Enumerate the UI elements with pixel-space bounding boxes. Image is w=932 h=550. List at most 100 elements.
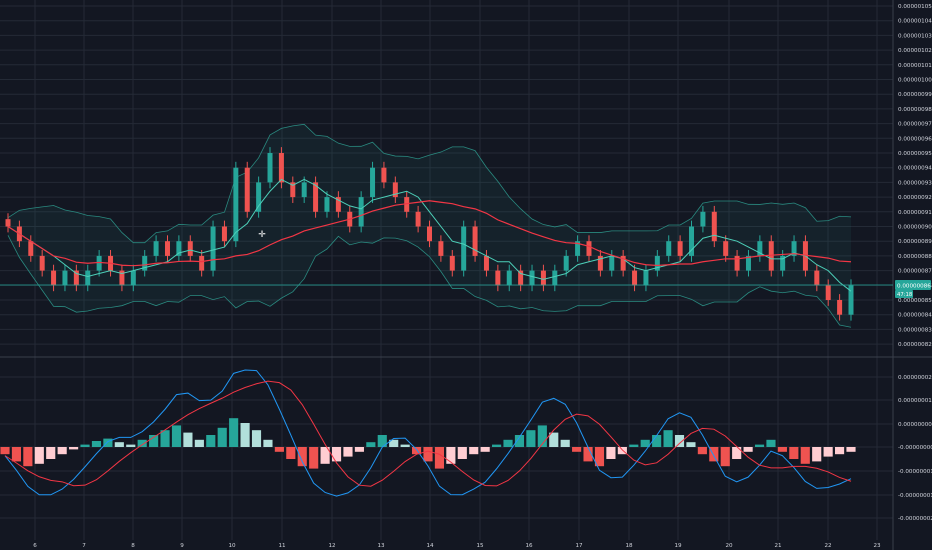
macd-histogram-bar (11, 447, 22, 462)
macd-histogram-bar (286, 447, 296, 459)
short-moving-average-line (7, 178, 852, 292)
candle-body (654, 255, 660, 271)
candle-body (256, 182, 262, 212)
macd-histogram-bar (320, 447, 330, 464)
macd-histogram-bar (126, 444, 136, 447)
candle-body (620, 255, 626, 271)
macd-histogram-bar (469, 447, 479, 455)
candle-body (609, 255, 615, 271)
time-tick-label: 7 (82, 543, 86, 549)
macd-histogram-bar (800, 447, 810, 464)
macd-histogram-bar (34, 447, 44, 464)
candle-body (483, 255, 489, 271)
candle-body (563, 255, 569, 271)
countdown-badge (895, 290, 913, 298)
candle-body (529, 270, 535, 286)
macd-histogram-bar (560, 439, 570, 447)
macd-histogram-bar (46, 447, 56, 459)
macd-histogram-bar (492, 444, 502, 447)
time-scale[interactable]: 6 7 8 9 10 11 12 13 14 15 16 17 18 19 20 21 22 23 (33, 543, 881, 549)
candle-body (176, 241, 182, 256)
candle-body (723, 241, 729, 256)
candle-body (404, 197, 410, 212)
macd-histogram-bar (263, 439, 273, 447)
macd-histogram-bar (663, 430, 673, 447)
candle-body (848, 285, 854, 315)
macd-histogram-bar (389, 439, 399, 447)
macd-histogram-bar (160, 430, 170, 447)
candle-body (278, 153, 284, 183)
time-tick-label: 20 (725, 543, 733, 549)
time-tick-label: 14 (426, 543, 434, 549)
macd-histogram-bar (183, 432, 193, 447)
macd-histogram-bar (674, 435, 685, 447)
macd-histogram-bar (377, 435, 387, 447)
time-tick-label: 16 (525, 543, 533, 549)
macd-histogram-bar (732, 447, 742, 459)
candle-body (210, 226, 216, 271)
macd-histogram-bar (343, 447, 353, 457)
macd-histogram-bar (423, 447, 433, 462)
candle-body (677, 241, 683, 256)
macd-histogram-bar (823, 447, 833, 457)
macd-histogram (0, 418, 856, 469)
price-tick-label: 0.00000093 (898, 180, 932, 186)
macd-histogram-bar (503, 439, 513, 447)
time-tick-label: 10 (228, 543, 236, 549)
macd-histogram-bar (309, 447, 319, 469)
macd-histogram-bar (229, 418, 239, 447)
time-tick-label: 8 (131, 543, 135, 549)
candle-body (575, 241, 581, 256)
candle-body (495, 270, 501, 286)
macd-histogram-bar (846, 447, 856, 452)
candle-body (221, 226, 227, 242)
macd-histogram-bar (354, 447, 364, 452)
price-tick-label: 0.00000091 (898, 210, 932, 216)
time-tick-label: 11 (278, 543, 286, 549)
macd-line (4, 369, 852, 497)
macd-histogram-bar (194, 439, 204, 447)
candle-body (28, 241, 34, 256)
candle-body (187, 241, 193, 256)
macd-histogram-bar (80, 444, 90, 447)
candle-body (119, 270, 125, 286)
signal-line (4, 380, 852, 487)
candle-body (791, 241, 797, 256)
macd-tick-label: -0.00000001 (898, 493, 932, 499)
candle-body (313, 182, 319, 212)
macd-histogram-bar (606, 447, 616, 459)
price-tick-label: 0.00000101 (898, 63, 932, 69)
macd-histogram-bar (91, 441, 102, 447)
candle-body (757, 241, 763, 256)
candle-body (267, 153, 273, 183)
macd-histogram-bar (206, 435, 216, 447)
price-scale[interactable]: 0.00000105 0.00000104 0.00000103 0.00000102… (898, 4, 932, 348)
candle-body (734, 255, 740, 271)
candle-body (324, 197, 330, 212)
price-tick-label: 0.00000104 (898, 19, 932, 25)
long-moving-average-line (7, 200, 852, 267)
time-tick-label: 22 (824, 543, 831, 549)
candle-body (837, 300, 843, 315)
candle-body (540, 270, 546, 286)
macd-histogram-bar (480, 447, 490, 452)
macd-histogram-bar (594, 447, 605, 467)
macd-histogram-bar (366, 442, 376, 447)
macd-histogram-bar (743, 447, 753, 452)
price-tick-label: 0.00000083 (898, 327, 932, 333)
candle-body (244, 167, 250, 212)
candle-body (643, 270, 649, 286)
macd-histogram-bar (411, 447, 422, 455)
macd-histogram-bar (537, 425, 547, 447)
macd-histogram-bar (240, 423, 250, 447)
price-tick-label: 0.00000090 (898, 225, 932, 231)
time-tick-label: 18 (625, 543, 633, 549)
candle-body (461, 226, 467, 271)
candle-body (700, 211, 706, 227)
macd-histogram-bar (697, 447, 707, 455)
candle-body (392, 182, 398, 198)
macd-histogram-bar (766, 439, 776, 447)
candle-body (153, 241, 159, 256)
macd-scale[interactable]: 0.00000002 0.00000001 0.00000000 -0.0000000… (898, 375, 932, 522)
